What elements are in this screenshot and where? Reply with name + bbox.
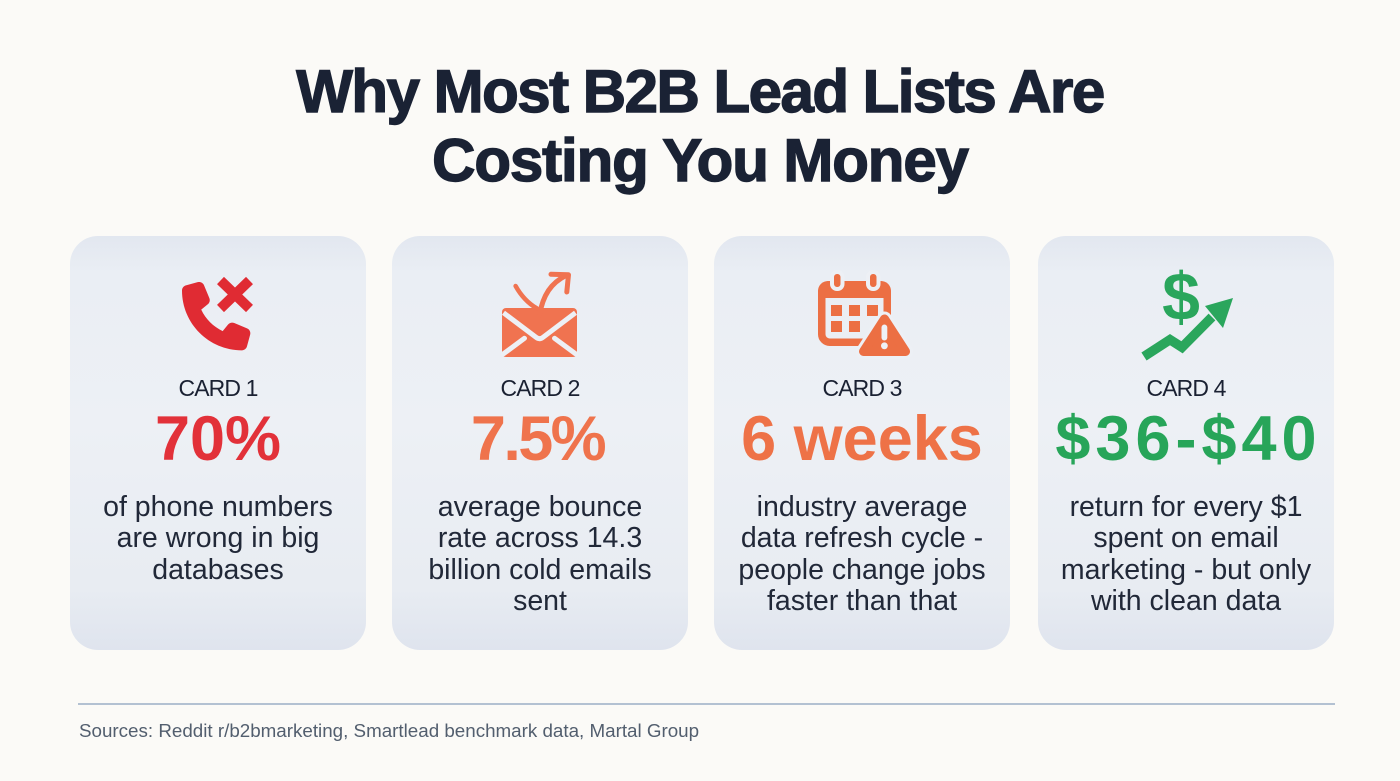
svg-text:$: $ [1162, 268, 1200, 335]
